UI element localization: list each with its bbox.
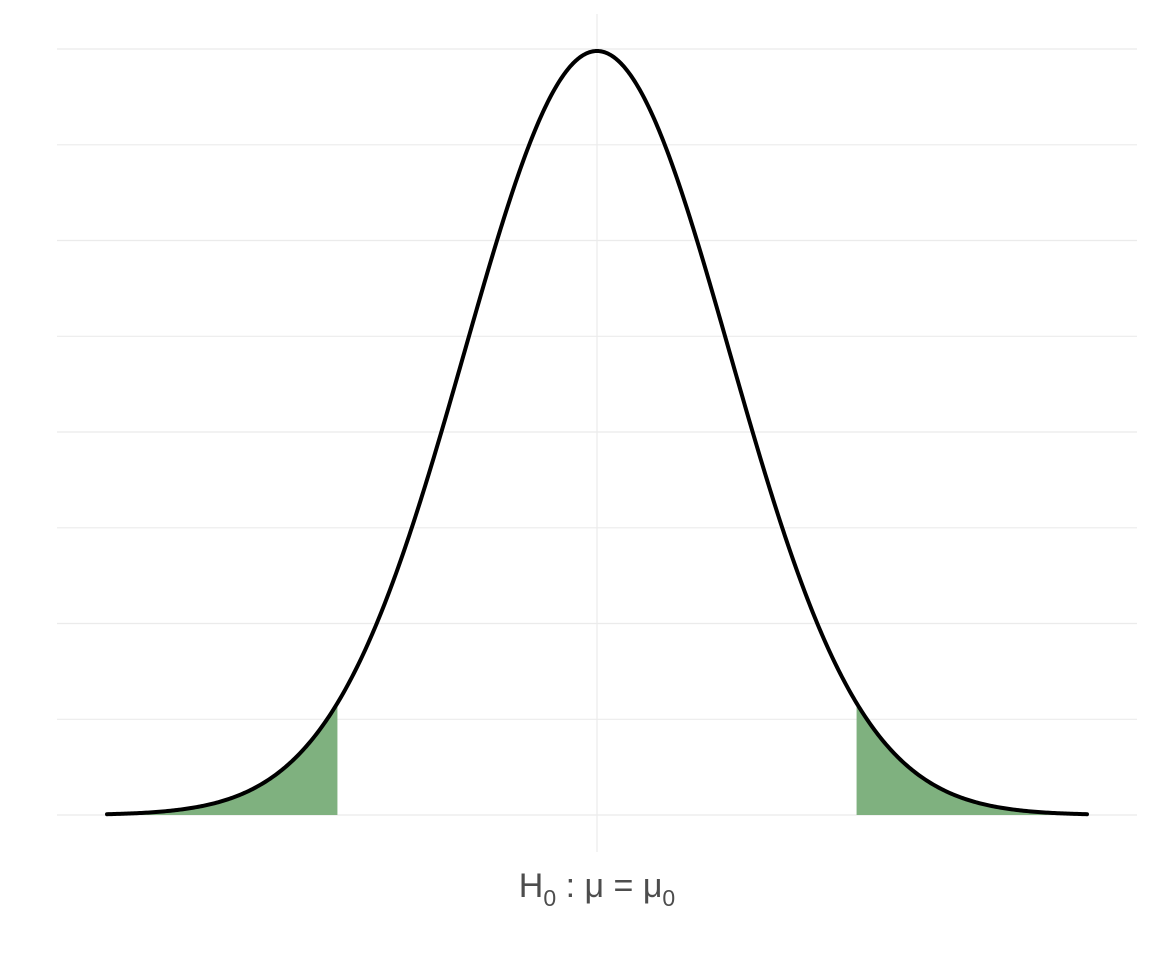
right-tail-region	[856, 703, 1087, 815]
tick-label-sub: 0	[543, 885, 556, 911]
grid-lines	[57, 14, 1137, 852]
tick-label-sub2: 0	[662, 885, 675, 911]
tick-label-h: H	[519, 867, 544, 905]
x-tick-label-h0: H0 : μ = μ0	[519, 867, 675, 911]
density-curve	[105, 49, 1089, 817]
tick-label-mid: : μ = μ	[556, 867, 662, 905]
rejection-regions	[107, 703, 1087, 815]
left-tail-region	[107, 703, 338, 815]
